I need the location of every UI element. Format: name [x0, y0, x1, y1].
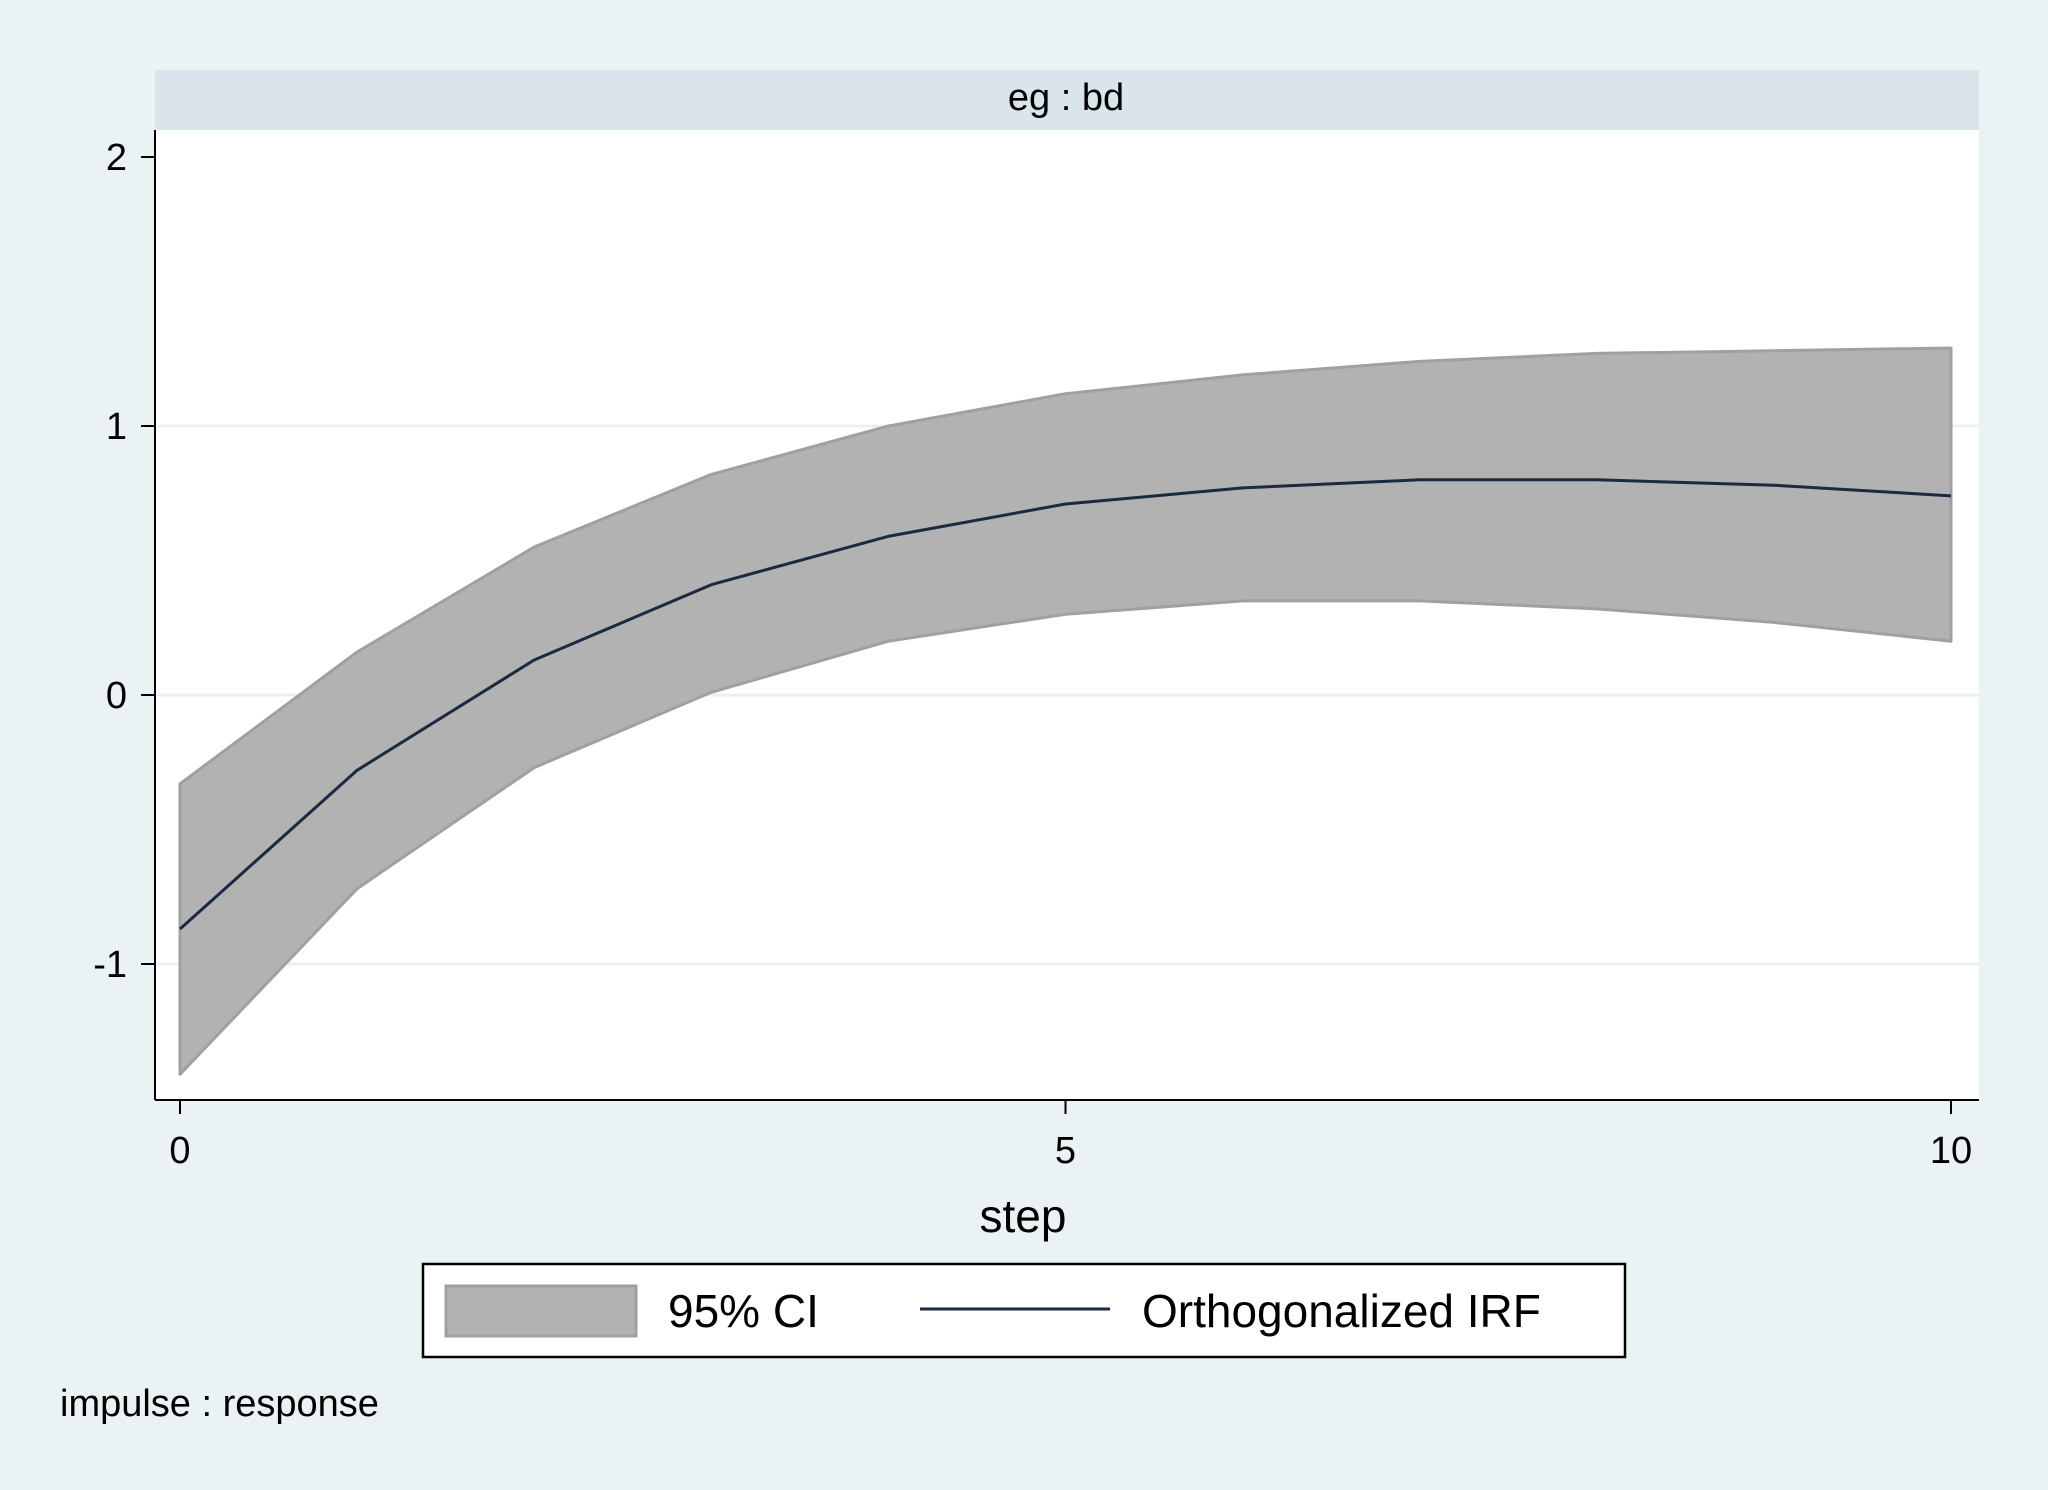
ci-band-layer — [178, 346, 1953, 1076]
x-tick-label-5: 5 — [1055, 1130, 1076, 1172]
x-tick-label-0: 0 — [169, 1130, 190, 1172]
irf-line-0 — [178, 478, 1952, 931]
x-tick-label-10: 10 — [1930, 1130, 1972, 1172]
figure-note: impulse : response — [60, 1383, 379, 1425]
legend-ci-label: 95% CI — [668, 1285, 819, 1337]
y-tick-label-0: 0 — [106, 675, 127, 717]
panel-title-bar — [155, 70, 1979, 130]
legend-irf-label: Orthogonalized IRF — [1142, 1285, 1541, 1337]
y-tick-label--1: -1 — [93, 944, 127, 986]
x-axis-ticks: 0 5 10 — [169, 1100, 1972, 1172]
y-tick-label-2: 2 — [106, 137, 127, 179]
y-tick-label-1: 1 — [106, 406, 127, 448]
panel-title: eg : bd — [1008, 77, 1124, 119]
ci-band — [178, 346, 1953, 1076]
irf-line-layer — [178, 478, 1952, 931]
y-axis-ticks: -1 0 1 2 — [93, 137, 155, 986]
legend-ci-swatch — [444, 1284, 638, 1338]
legend: 95% CI Orthogonalized IRF — [421, 1262, 1627, 1359]
x-axis-label: step — [980, 1190, 1067, 1242]
